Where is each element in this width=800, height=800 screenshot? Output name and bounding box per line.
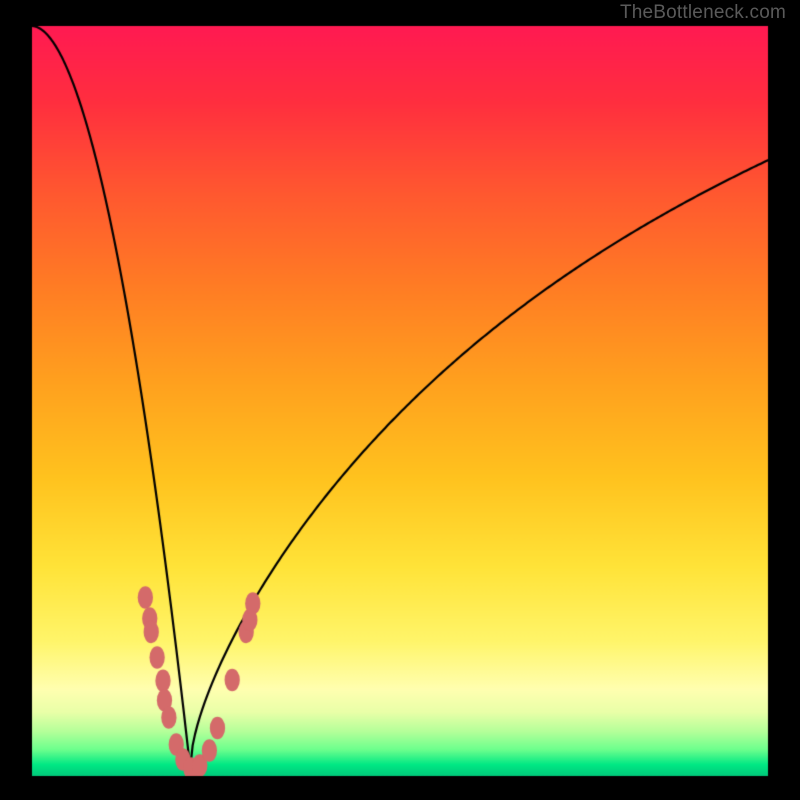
watermark-label: TheBottleneck.com bbox=[620, 2, 786, 24]
chart-canvas bbox=[0, 0, 800, 800]
chart-container: TheBottleneck.com bbox=[0, 0, 800, 800]
